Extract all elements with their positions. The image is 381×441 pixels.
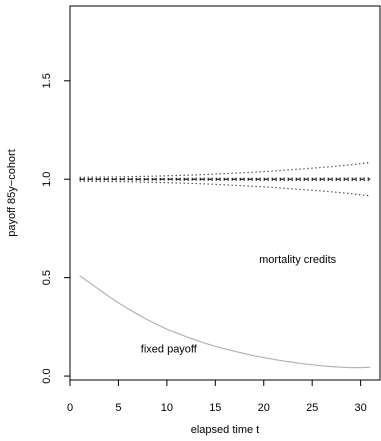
annotations: mortality credits fixed payoff <box>141 254 337 356</box>
x-tick-label: 15 <box>209 402 221 414</box>
x-tick-label: 0 <box>67 402 73 414</box>
y-axis: 0.0 0.5 1.0 1.5 <box>41 73 70 384</box>
annotation-label: fixed payoff <box>141 343 198 355</box>
y-tick-label: 0.0 <box>41 368 53 383</box>
series-line-2 <box>79 161 371 178</box>
y-axis-label: payoff 85y−cohort <box>6 149 18 237</box>
x-axis-label: elapsed time t <box>191 424 259 436</box>
x-tick-label: 5 <box>115 402 121 414</box>
annotation-label: mortality credits <box>259 254 337 266</box>
series-line-4 <box>79 177 371 180</box>
series-layer <box>79 161 371 369</box>
y-tick-label: 1.0 <box>41 172 53 187</box>
y-tick-label: 1.5 <box>41 73 53 88</box>
series-line-5 <box>79 179 371 182</box>
y-tick-label: 0.5 <box>41 270 53 285</box>
x-tick-label: 25 <box>306 402 318 414</box>
series-line-3 <box>79 180 371 197</box>
x-tick-label: 20 <box>258 402 270 414</box>
series-line-0 <box>79 275 371 369</box>
x-tick-label: 30 <box>355 402 367 414</box>
x-tick-label: 10 <box>161 402 173 414</box>
x-axis: 0 5 10 15 20 25 30 <box>67 380 367 414</box>
plot-frame <box>69 5 381 381</box>
